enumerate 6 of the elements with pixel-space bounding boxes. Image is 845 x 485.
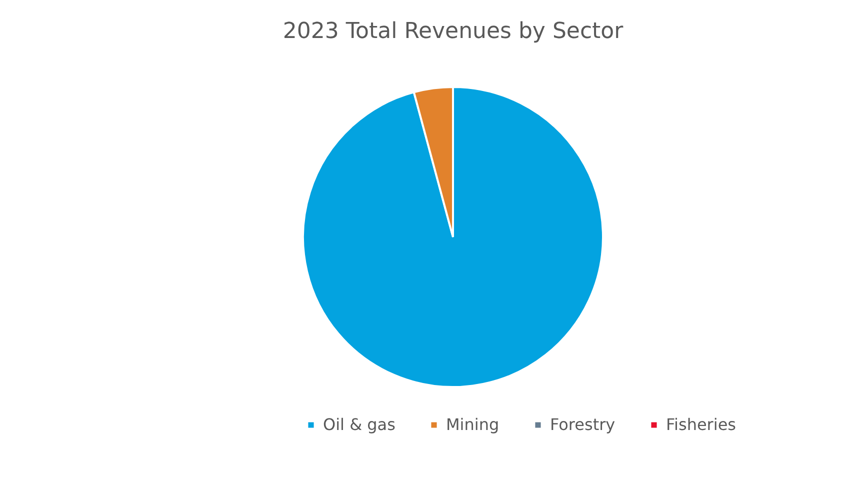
pie-slice bbox=[302, 86, 604, 388]
legend-label: Oil & gas bbox=[323, 415, 396, 434]
legend-label: Mining bbox=[446, 415, 500, 434]
chart-title: 2023 Total Revenues by Sector bbox=[282, 19, 624, 44]
legend-label: Forestry bbox=[550, 415, 616, 434]
legend-label: Fisheries bbox=[666, 415, 736, 434]
